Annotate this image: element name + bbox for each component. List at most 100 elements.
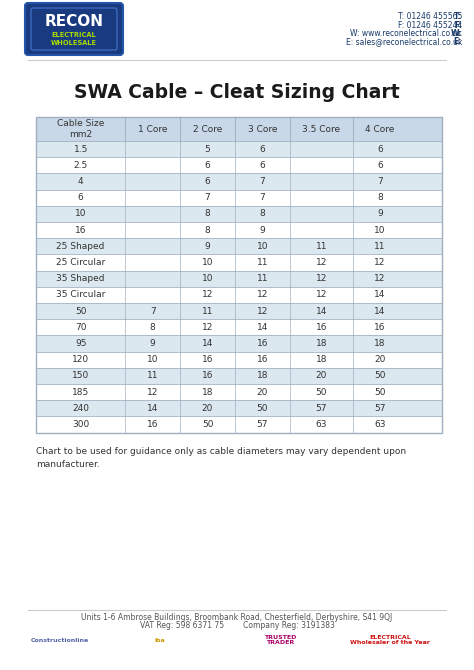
Text: W:: W: bbox=[451, 29, 462, 38]
Text: Cable Size
mm2: Cable Size mm2 bbox=[57, 119, 104, 139]
FancyBboxPatch shape bbox=[25, 3, 123, 55]
Text: 18: 18 bbox=[316, 355, 327, 364]
Text: 25 Circular: 25 Circular bbox=[56, 258, 105, 267]
Text: 6: 6 bbox=[259, 161, 265, 170]
Text: Units 1-6 Ambrose Buildings, Broombank Road, Chesterfield, Derbyshire, S41 9QJ: Units 1-6 Ambrose Buildings, Broombank R… bbox=[82, 613, 392, 622]
Bar bbox=[36, 303, 442, 319]
Text: SWA Cable – Cleat Sizing Chart: SWA Cable – Cleat Sizing Chart bbox=[74, 84, 400, 103]
Text: 150: 150 bbox=[72, 371, 89, 381]
Text: 57: 57 bbox=[316, 404, 327, 413]
Bar bbox=[36, 400, 442, 416]
Text: 14: 14 bbox=[374, 290, 386, 299]
Text: Chart to be used for guidance only as cable diameters may vary dependent upon
ma: Chart to be used for guidance only as ca… bbox=[36, 447, 406, 469]
Text: 57: 57 bbox=[374, 404, 386, 413]
Text: 3 Core: 3 Core bbox=[247, 125, 277, 133]
Text: 14: 14 bbox=[316, 307, 327, 316]
Text: 11: 11 bbox=[256, 258, 268, 267]
Text: 12: 12 bbox=[316, 258, 327, 267]
Text: 14: 14 bbox=[147, 404, 158, 413]
Text: 63: 63 bbox=[316, 420, 327, 429]
Text: 6: 6 bbox=[205, 177, 210, 186]
Bar bbox=[36, 206, 442, 222]
Text: 20: 20 bbox=[316, 371, 327, 381]
Text: E: sales@reconelectrical.co.uk: E: sales@reconelectrical.co.uk bbox=[346, 38, 462, 46]
Text: 16: 16 bbox=[202, 371, 213, 381]
Bar bbox=[36, 157, 442, 174]
Text: 8: 8 bbox=[259, 210, 265, 218]
Text: 1.5: 1.5 bbox=[73, 145, 88, 153]
Text: 8: 8 bbox=[205, 226, 210, 234]
Text: 25 Shaped: 25 Shaped bbox=[56, 242, 105, 251]
Text: 16: 16 bbox=[202, 355, 213, 364]
Text: 11: 11 bbox=[374, 242, 386, 251]
Bar bbox=[36, 222, 442, 239]
Text: 6: 6 bbox=[205, 161, 210, 170]
Text: VAT Reg: 598 6371 75        Company Reg: 3191383: VAT Reg: 598 6371 75 Company Reg: 319138… bbox=[139, 621, 335, 630]
Text: 7: 7 bbox=[259, 193, 265, 202]
Bar bbox=[36, 271, 442, 287]
Text: 12: 12 bbox=[256, 290, 268, 299]
Text: 120: 120 bbox=[72, 355, 89, 364]
Text: Constructionline: Constructionline bbox=[31, 637, 89, 643]
Text: 50: 50 bbox=[256, 404, 268, 413]
Text: 12: 12 bbox=[374, 274, 386, 283]
Text: 6: 6 bbox=[259, 145, 265, 153]
Text: 11: 11 bbox=[316, 242, 327, 251]
Text: 12: 12 bbox=[374, 258, 386, 267]
Text: 16: 16 bbox=[374, 323, 386, 332]
Text: 18: 18 bbox=[256, 371, 268, 381]
Text: 16: 16 bbox=[316, 323, 327, 332]
Text: 10: 10 bbox=[256, 242, 268, 251]
Text: 10: 10 bbox=[147, 355, 158, 364]
Bar bbox=[36, 416, 442, 433]
Text: 7: 7 bbox=[205, 193, 210, 202]
Text: ELECTRICAL
Wholesaler of the Year: ELECTRICAL Wholesaler of the Year bbox=[350, 634, 430, 645]
Bar bbox=[36, 255, 442, 271]
Text: 16: 16 bbox=[256, 355, 268, 364]
Text: 12: 12 bbox=[256, 307, 268, 316]
Text: 10: 10 bbox=[202, 258, 213, 267]
Text: F:: F: bbox=[454, 21, 462, 29]
Text: 50: 50 bbox=[316, 388, 327, 397]
Text: 8: 8 bbox=[205, 210, 210, 218]
Text: 7: 7 bbox=[150, 307, 155, 316]
Text: 14: 14 bbox=[256, 323, 268, 332]
Text: 9: 9 bbox=[259, 226, 265, 234]
Text: WHOLESALE: WHOLESALE bbox=[51, 40, 97, 46]
Text: 5: 5 bbox=[205, 145, 210, 153]
Text: 10: 10 bbox=[374, 226, 386, 234]
Text: 14: 14 bbox=[374, 307, 386, 316]
Text: 50: 50 bbox=[374, 371, 386, 381]
Bar bbox=[36, 117, 442, 141]
Bar bbox=[36, 239, 442, 255]
Text: 12: 12 bbox=[202, 290, 213, 299]
Text: TRUSTED
TRADER: TRUSTED TRADER bbox=[264, 634, 296, 645]
Text: 6: 6 bbox=[78, 193, 83, 202]
Bar bbox=[36, 141, 442, 157]
Text: 35 Shaped: 35 Shaped bbox=[56, 274, 105, 283]
Text: 11: 11 bbox=[147, 371, 158, 381]
Text: 18: 18 bbox=[202, 388, 213, 397]
Bar bbox=[36, 174, 442, 190]
Text: ELECTRICAL: ELECTRICAL bbox=[52, 31, 96, 38]
Text: 2 Core: 2 Core bbox=[193, 125, 222, 133]
Text: RECON: RECON bbox=[45, 14, 103, 29]
Bar bbox=[36, 117, 442, 433]
Text: 8: 8 bbox=[150, 323, 155, 332]
Text: iba: iba bbox=[155, 637, 165, 643]
Text: T: 01246 455565: T: 01246 455565 bbox=[398, 12, 462, 21]
Bar bbox=[36, 352, 442, 368]
Text: 8: 8 bbox=[377, 193, 383, 202]
Text: 4: 4 bbox=[78, 177, 83, 186]
Text: E:: E: bbox=[454, 38, 462, 46]
Text: W: www.reconelectrical.co.uk: W: www.reconelectrical.co.uk bbox=[350, 29, 462, 38]
Text: 7: 7 bbox=[259, 177, 265, 186]
Text: 18: 18 bbox=[316, 339, 327, 348]
Text: 300: 300 bbox=[72, 420, 89, 429]
Text: 10: 10 bbox=[75, 210, 86, 218]
Text: 57: 57 bbox=[256, 420, 268, 429]
Bar bbox=[36, 287, 442, 303]
Text: 6: 6 bbox=[377, 145, 383, 153]
Text: 9: 9 bbox=[377, 210, 383, 218]
Text: 20: 20 bbox=[256, 388, 268, 397]
